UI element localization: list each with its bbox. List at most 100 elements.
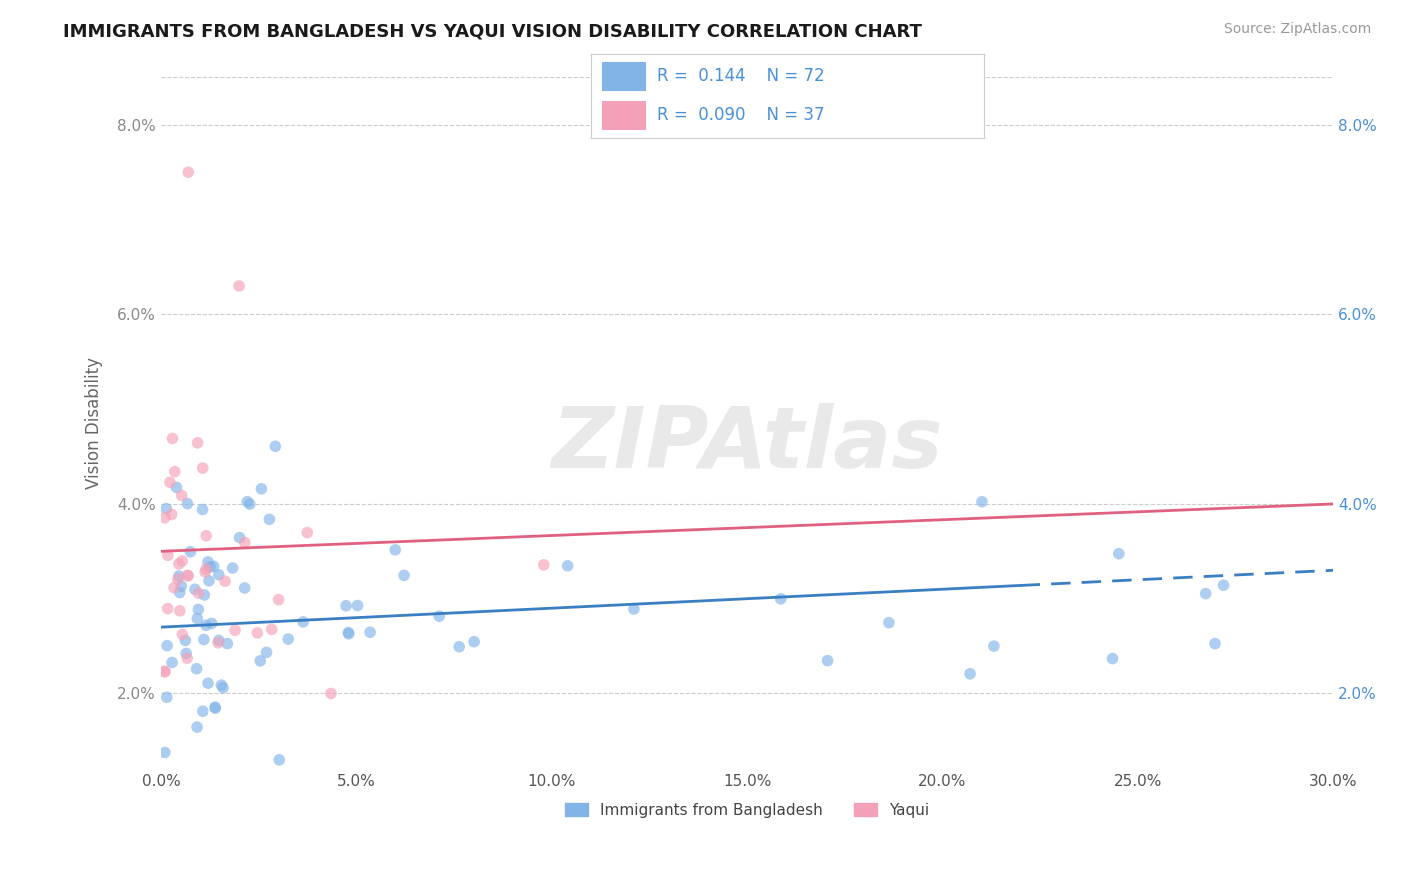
Point <box>166 480 188 494</box>
Point <box>207 636 229 650</box>
Point <box>167 557 190 571</box>
Point <box>172 627 194 641</box>
Point <box>162 432 184 446</box>
Point <box>160 656 183 670</box>
Point <box>264 439 287 453</box>
Point <box>256 645 278 659</box>
Point <box>186 662 208 676</box>
Point <box>186 720 208 734</box>
Point <box>269 753 291 767</box>
Point <box>177 569 200 583</box>
Point <box>224 624 246 638</box>
Point <box>267 592 290 607</box>
Y-axis label: Vision Disability: Vision Disability <box>86 358 103 490</box>
Point <box>193 632 215 647</box>
Point <box>163 465 186 479</box>
Point <box>346 599 368 613</box>
Point <box>533 558 555 572</box>
Point <box>155 501 177 516</box>
Point <box>259 512 281 526</box>
Point <box>163 581 186 595</box>
Text: ZIPAtlas: ZIPAtlas <box>551 402 943 485</box>
Bar <box>602 101 645 130</box>
Point <box>1204 636 1226 650</box>
Point <box>191 502 214 516</box>
Point <box>236 494 259 508</box>
Point <box>250 482 273 496</box>
Point <box>186 611 208 625</box>
Point <box>156 639 179 653</box>
Point <box>195 562 218 576</box>
Point <box>184 582 207 597</box>
Point <box>959 666 981 681</box>
Point <box>249 654 271 668</box>
Point <box>195 618 218 632</box>
Point <box>337 627 360 641</box>
Point <box>208 567 231 582</box>
Point <box>1108 547 1130 561</box>
Point <box>384 542 406 557</box>
Point <box>217 637 239 651</box>
Point <box>297 525 319 540</box>
Point <box>156 690 179 705</box>
Point <box>877 615 900 630</box>
Point <box>177 165 200 179</box>
Point <box>156 601 179 615</box>
Bar <box>602 62 645 91</box>
Point <box>209 678 232 692</box>
Point <box>179 545 201 559</box>
Point <box>233 535 256 549</box>
Point <box>204 701 226 715</box>
Point <box>201 616 224 631</box>
Point <box>202 559 225 574</box>
Point <box>193 588 215 602</box>
Point <box>159 475 181 490</box>
Point <box>359 625 381 640</box>
Point <box>174 633 197 648</box>
Point <box>170 579 193 593</box>
Point <box>208 633 231 648</box>
Point <box>170 488 193 502</box>
Point <box>239 497 262 511</box>
Point <box>153 510 176 524</box>
Text: R =  0.090    N = 37: R = 0.090 N = 37 <box>658 106 825 124</box>
Point <box>172 554 194 568</box>
Point <box>191 704 214 718</box>
Point <box>557 558 579 573</box>
Point <box>1101 651 1123 665</box>
Point <box>970 494 993 508</box>
Point <box>277 632 299 646</box>
Point <box>174 647 197 661</box>
Point <box>335 599 357 613</box>
Point <box>176 651 198 665</box>
Point <box>623 602 645 616</box>
Point <box>176 497 198 511</box>
Point <box>166 572 188 586</box>
Point <box>156 549 179 563</box>
Point <box>197 676 219 690</box>
Point <box>233 581 256 595</box>
Point <box>319 686 342 700</box>
Point <box>167 569 190 583</box>
Point <box>449 640 471 654</box>
Point <box>246 626 269 640</box>
Point <box>212 681 235 695</box>
Text: IMMIGRANTS FROM BANGLADESH VS YAQUI VISION DISABILITY CORRELATION CHART: IMMIGRANTS FROM BANGLADESH VS YAQUI VISI… <box>63 22 922 40</box>
Point <box>214 574 236 589</box>
Point <box>194 565 217 579</box>
Point <box>337 625 360 640</box>
Point <box>983 639 1005 653</box>
Point <box>1195 587 1218 601</box>
Point <box>153 746 176 760</box>
Point <box>176 568 198 582</box>
Point <box>392 568 415 582</box>
Point <box>260 623 283 637</box>
Point <box>160 508 183 522</box>
Point <box>169 604 191 618</box>
Point <box>463 634 485 648</box>
Point <box>204 700 226 714</box>
Point <box>1212 578 1234 592</box>
Point <box>817 654 839 668</box>
Point <box>292 615 315 629</box>
Legend: Immigrants from Bangladesh, Yaqui: Immigrants from Bangladesh, Yaqui <box>560 797 935 824</box>
